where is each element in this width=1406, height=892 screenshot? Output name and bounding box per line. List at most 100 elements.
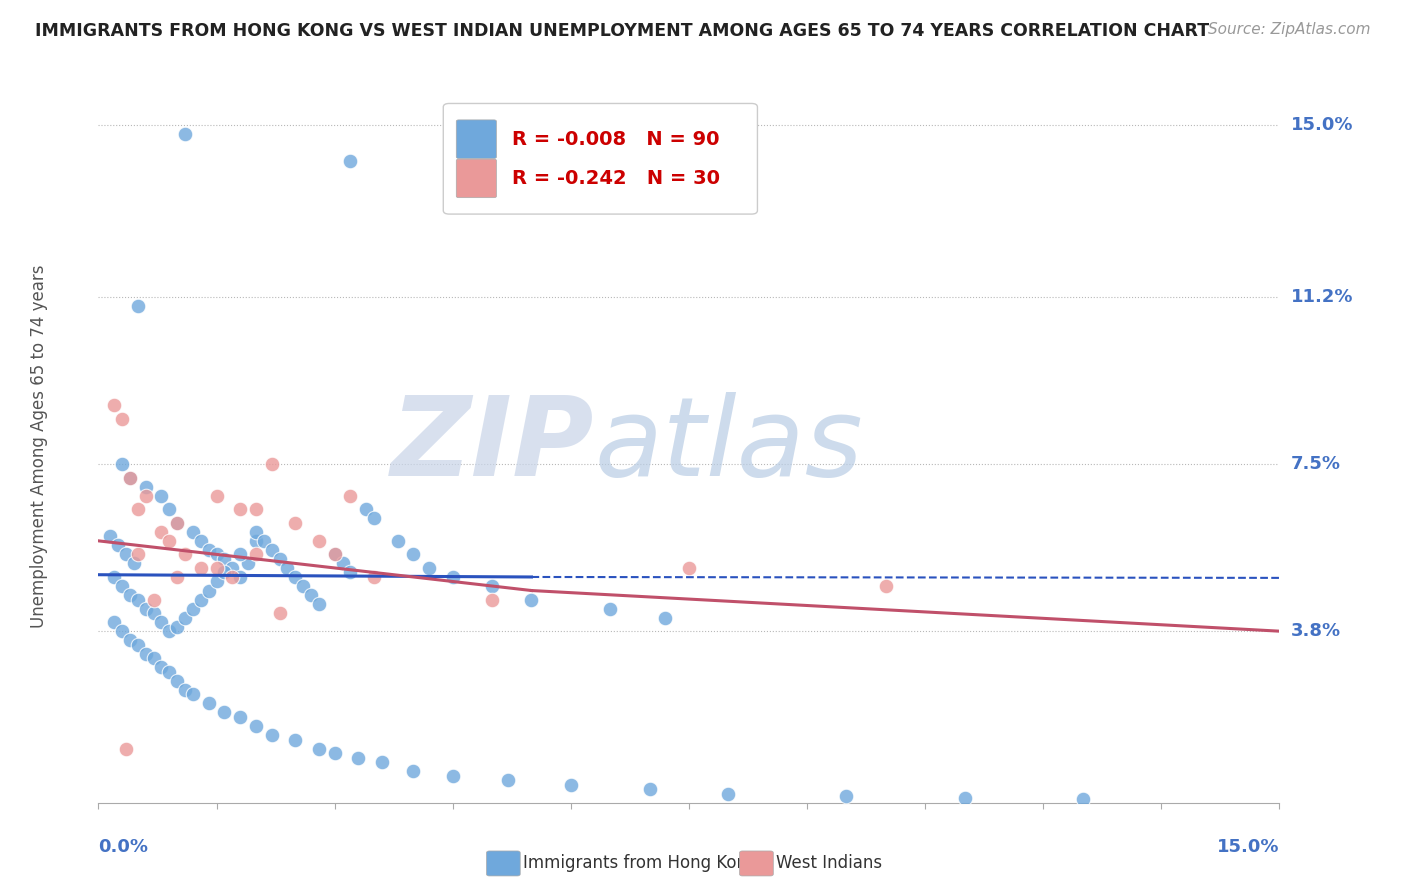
Text: 15.0%: 15.0% — [1218, 838, 1279, 856]
Text: 11.2%: 11.2% — [1291, 288, 1353, 306]
Point — [103, 615, 125, 629]
FancyBboxPatch shape — [457, 120, 496, 159]
Point — [135, 489, 157, 503]
Point — [118, 633, 141, 648]
Point — [181, 601, 204, 615]
Point — [205, 489, 228, 503]
Point — [111, 412, 134, 426]
Point — [135, 601, 157, 615]
Point — [197, 583, 219, 598]
Point — [127, 502, 149, 516]
Point — [122, 557, 145, 571]
Point — [260, 542, 283, 557]
Point — [269, 552, 291, 566]
Point — [520, 592, 543, 607]
Point — [835, 789, 858, 803]
Point — [481, 592, 503, 607]
Point — [402, 548, 425, 562]
Text: 3.8%: 3.8% — [1291, 623, 1341, 640]
Point — [135, 647, 157, 661]
Point — [181, 524, 204, 539]
Point — [190, 592, 212, 607]
Point — [205, 574, 228, 589]
Point — [174, 610, 197, 624]
Point — [347, 750, 370, 764]
Point — [560, 778, 582, 792]
Point — [111, 624, 134, 639]
Point — [221, 561, 243, 575]
Point — [118, 588, 141, 602]
Text: 15.0%: 15.0% — [1291, 116, 1353, 135]
Point — [308, 597, 330, 611]
Point — [387, 533, 409, 548]
Text: Unemployment Among Ages 65 to 74 years: Unemployment Among Ages 65 to 74 years — [31, 264, 48, 628]
Point — [323, 548, 346, 562]
Point — [323, 548, 346, 562]
Point — [299, 588, 322, 602]
Point — [229, 570, 252, 584]
Point — [127, 592, 149, 607]
Point — [284, 516, 307, 530]
FancyBboxPatch shape — [443, 103, 758, 214]
Point — [214, 706, 236, 720]
Point — [284, 570, 307, 584]
Point — [157, 665, 180, 679]
Point — [236, 557, 259, 571]
Point — [118, 470, 141, 484]
Point — [441, 769, 464, 783]
Point — [115, 741, 138, 756]
Point — [205, 561, 228, 575]
Point — [678, 561, 700, 575]
Point — [308, 533, 330, 548]
Point — [339, 489, 361, 503]
Point — [363, 511, 385, 525]
Point — [229, 710, 252, 724]
Point — [1071, 792, 1094, 806]
Point — [953, 791, 976, 805]
Point — [142, 606, 165, 620]
Point — [441, 570, 464, 584]
Point — [174, 548, 197, 562]
Point — [354, 502, 377, 516]
Point — [323, 746, 346, 760]
Point — [363, 570, 385, 584]
Point — [166, 516, 188, 530]
Point — [197, 697, 219, 711]
Point — [157, 624, 180, 639]
Point — [221, 570, 243, 584]
Point — [181, 687, 204, 701]
Point — [166, 516, 188, 530]
Point — [418, 561, 440, 575]
Point — [214, 552, 236, 566]
Point — [142, 651, 165, 665]
Point — [245, 548, 267, 562]
Point — [190, 561, 212, 575]
Point — [103, 398, 125, 412]
Point — [308, 741, 330, 756]
Point — [127, 638, 149, 652]
Point — [98, 529, 121, 543]
Point — [599, 601, 621, 615]
Text: IMMIGRANTS FROM HONG KONG VS WEST INDIAN UNEMPLOYMENT AMONG AGES 65 TO 74 YEARS : IMMIGRANTS FROM HONG KONG VS WEST INDIAN… — [35, 22, 1209, 40]
Point — [284, 732, 307, 747]
Point — [253, 533, 276, 548]
Point — [166, 570, 188, 584]
Point — [150, 489, 173, 503]
Point — [245, 524, 267, 539]
Point — [150, 615, 173, 629]
Point — [107, 538, 129, 552]
Text: 7.5%: 7.5% — [1291, 455, 1340, 473]
Point — [245, 719, 267, 733]
Point — [118, 470, 141, 484]
Text: R = -0.242   N = 30: R = -0.242 N = 30 — [512, 169, 720, 188]
Point — [142, 592, 165, 607]
Point — [229, 548, 252, 562]
Point — [157, 533, 180, 548]
Point — [127, 299, 149, 313]
Point — [245, 502, 267, 516]
Point — [260, 728, 283, 742]
Text: 0.0%: 0.0% — [98, 838, 149, 856]
Point — [174, 128, 197, 142]
Text: Immigrants from Hong Kong: Immigrants from Hong Kong — [523, 855, 758, 872]
Point — [332, 557, 354, 571]
